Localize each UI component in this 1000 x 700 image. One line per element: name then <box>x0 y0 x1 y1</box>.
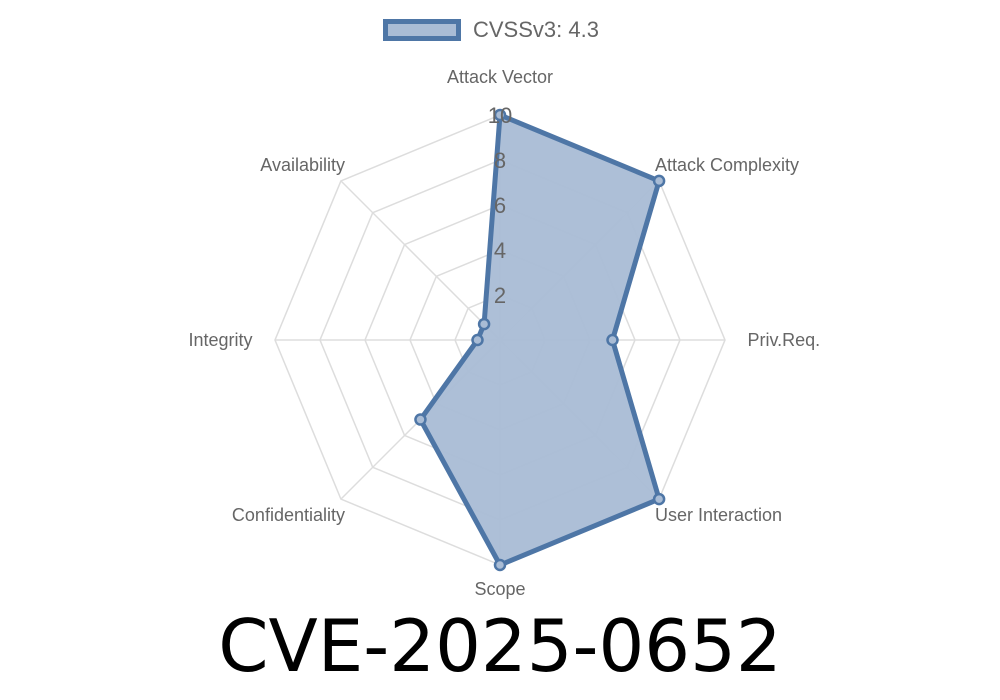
data-point <box>477 317 491 331</box>
cve-title: CVE-2025-0652 <box>218 604 782 688</box>
data-point <box>493 108 507 122</box>
axis-label: Integrity <box>188 330 252 350</box>
data-point <box>606 333 619 347</box>
data-point <box>414 413 427 426</box>
axis-label: Priv.Req. <box>748 330 821 350</box>
data-point <box>493 558 507 572</box>
legend: CVSSv3: 4.3 <box>383 17 599 43</box>
tick-label: 8 <box>494 148 506 173</box>
grid-spoke <box>340 180 501 341</box>
data-point <box>652 174 666 188</box>
legend-swatch <box>383 19 461 41</box>
axis-label: User Interaction <box>655 505 782 525</box>
data-point <box>652 492 666 506</box>
tick-label: 4 <box>494 238 506 263</box>
tick-label: 10 <box>488 103 512 128</box>
tick-label: 6 <box>494 193 506 218</box>
data-point <box>471 333 484 347</box>
axis-label: Availability <box>260 155 345 175</box>
legend-label: CVSSv3: 4.3 <box>473 17 599 42</box>
tick-label: 2 <box>494 283 506 308</box>
axis-label: Confidentiality <box>232 505 345 525</box>
axis-label: Scope <box>474 579 525 599</box>
axis-label: Attack Vector <box>447 67 553 87</box>
axis-label: Attack Complexity <box>655 155 799 175</box>
